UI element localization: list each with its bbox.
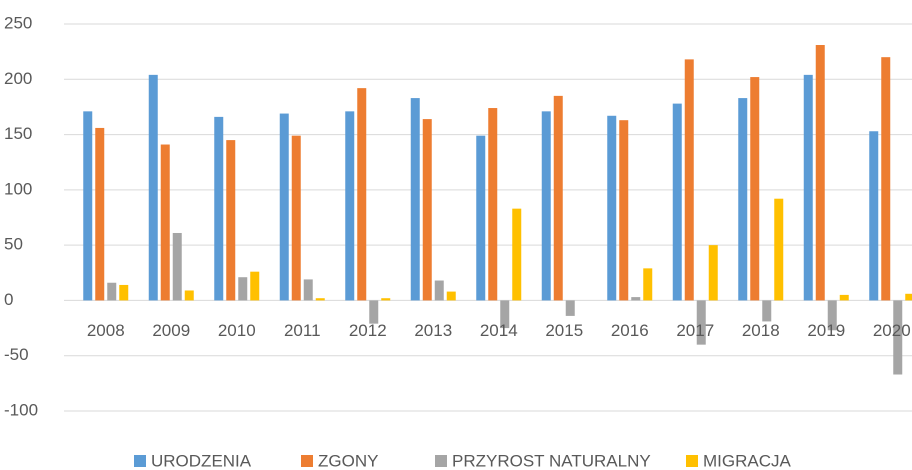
bar [148,74,158,301]
bar [95,127,105,301]
bar [446,291,456,301]
bar [172,232,182,301]
x-tick-label: 2015 [545,321,583,340]
x-tick-label: 2020 [873,321,911,340]
legend-label: MIGRACJA [703,451,792,470]
legend-swatch [134,455,146,467]
x-tick-label: 2011 [284,321,321,340]
y-tick-label: 250 [4,13,32,32]
bar [750,77,760,301]
bar [684,59,694,301]
bar [696,300,706,345]
bar [422,119,432,301]
bar [881,57,891,301]
bar [381,298,391,301]
bar [553,95,563,301]
bar [83,111,93,301]
x-tick-label: 2010 [218,321,256,340]
x-tick-label: 2008 [87,321,125,340]
bar [488,108,498,301]
bar [357,88,367,301]
bar [119,284,129,301]
bar [315,298,325,301]
bar [345,111,355,301]
bar [905,293,912,301]
bar [803,74,813,301]
bar [708,245,718,301]
bar [279,113,289,301]
bar [291,135,301,301]
bar [565,300,575,316]
x-tick-label: 2009 [152,321,190,340]
bar [631,297,641,301]
x-tick-label: 2018 [742,321,780,340]
bar [184,290,194,301]
bar [214,116,224,301]
bar [512,208,522,301]
bar [774,198,784,301]
bar [672,103,682,301]
bar [839,294,849,301]
x-tick-label: 2017 [676,321,714,340]
bar [250,271,260,301]
bar [643,268,653,301]
legend-swatch [686,455,698,467]
bar [762,300,772,322]
y-tick-label: 100 [4,179,32,198]
bar [541,111,551,301]
x-tick-label: 2013 [414,321,452,340]
bar [476,135,486,301]
bar [738,98,748,301]
bar [369,300,379,324]
legend-label: URODZENIA [151,451,252,470]
bar [160,144,170,301]
bar [410,98,420,301]
y-tick-label: 150 [4,124,32,143]
x-tick-label: 2019 [807,321,845,340]
bar [238,277,248,301]
y-tick-label: -100 [4,400,38,419]
legend-swatch [301,455,313,467]
bar [500,300,510,329]
bar [226,140,236,301]
bar [893,300,903,375]
legend-swatch [435,455,447,467]
x-tick-label: 2012 [349,321,387,340]
bar [869,131,879,301]
y-tick-label: 200 [4,69,32,88]
bar [815,45,825,301]
bar [303,279,313,301]
bar [827,300,837,331]
y-tick-label: -50 [4,345,29,364]
bar [434,280,444,301]
y-tick-label: 0 [4,290,13,309]
bar [619,120,629,301]
bar [107,282,117,301]
legend-label: ZGONY [318,451,378,470]
legend-label: PRZYROST NATURALNY [452,451,651,470]
y-tick-label: 50 [4,235,23,254]
x-tick-label: 2016 [611,321,649,340]
bar [607,115,617,301]
x-tick-label: 2014 [480,321,518,340]
